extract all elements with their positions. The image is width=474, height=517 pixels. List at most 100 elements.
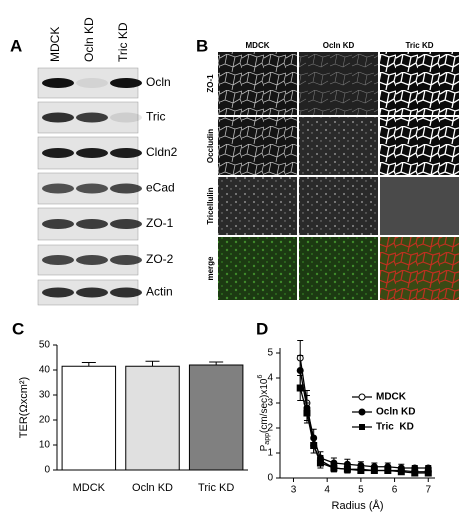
y-axis-label-part: P xyxy=(259,444,270,451)
marker xyxy=(330,464,338,472)
blot-label: ZO-1 xyxy=(146,216,174,230)
error-bar xyxy=(81,362,96,367)
y-axis-label: TER(Ωxcm²) xyxy=(18,377,30,438)
x-tick-label: 7 xyxy=(425,485,431,496)
row-label: merge xyxy=(206,256,215,281)
blot-band xyxy=(76,78,108,88)
blot-band xyxy=(76,148,108,158)
marker xyxy=(343,465,351,473)
y-axis-label-part: 6 xyxy=(257,375,264,379)
marker xyxy=(384,467,392,474)
blot-band xyxy=(76,219,108,229)
blot-band xyxy=(42,148,74,158)
micrograph xyxy=(299,52,378,115)
panel-label: C xyxy=(12,319,24,338)
blot-label: eCad xyxy=(146,181,175,195)
legend-label: Ocln KD xyxy=(376,407,415,418)
blot-label: Cldn2 xyxy=(146,145,178,159)
y-axis-label: Papp(cm/sec)x106 xyxy=(257,375,271,452)
marker xyxy=(370,467,378,474)
micrograph xyxy=(380,237,459,300)
blot-band xyxy=(76,255,108,265)
blot-band xyxy=(42,112,74,123)
blot-label: Actin xyxy=(146,285,173,299)
legend-marker xyxy=(358,393,366,401)
blot-band xyxy=(110,287,142,298)
blot-band xyxy=(76,287,108,298)
marker xyxy=(397,468,405,476)
marker xyxy=(310,442,318,449)
y-tick-label: 2 xyxy=(267,423,273,434)
legend-label: MDCK xyxy=(376,392,407,403)
lane-label: Tric KD xyxy=(116,22,130,62)
marker xyxy=(296,367,304,374)
blot-band xyxy=(76,112,108,123)
blot-band xyxy=(110,148,142,158)
blot-band xyxy=(42,183,74,194)
lane-label: MDCK xyxy=(48,27,62,62)
micrograph xyxy=(299,117,378,175)
micrograph xyxy=(218,237,297,300)
panel-label: A xyxy=(10,36,22,55)
micrograph xyxy=(380,52,459,115)
y-tick-label: 5 xyxy=(267,348,273,359)
legend-marker xyxy=(358,408,366,416)
blot-band xyxy=(42,255,74,265)
x-tick-label: 5 xyxy=(358,485,364,496)
blot-band xyxy=(110,183,142,194)
blot-band xyxy=(76,183,108,194)
column-label: Ocln KD xyxy=(323,41,355,50)
lane-label: Ocln KD xyxy=(82,17,96,62)
marker xyxy=(411,469,419,477)
legend-label: Tric KD xyxy=(376,422,414,433)
y-tick-label: 3 xyxy=(267,398,273,409)
error-bar xyxy=(209,361,224,365)
panel-label: B xyxy=(196,36,208,55)
micrograph xyxy=(299,237,378,300)
y-tick-label: 1 xyxy=(267,448,273,459)
bar xyxy=(188,364,244,471)
y-tick-label: 0 xyxy=(44,465,50,476)
x-tick-label: MDCK xyxy=(73,482,106,494)
blot-band xyxy=(110,219,142,229)
blot-band xyxy=(42,219,74,229)
panel-label: D xyxy=(256,319,268,338)
marker xyxy=(357,467,365,474)
marker xyxy=(424,469,432,477)
column-label: Tric KD xyxy=(405,41,433,50)
marker xyxy=(296,384,304,392)
column-label: MDCK xyxy=(246,41,270,50)
row-label: ZO-1 xyxy=(206,74,215,93)
blot-label: Tric xyxy=(146,110,166,124)
x-axis-label: Radius (Å) xyxy=(332,499,384,512)
y-axis-label-part: (cm/sec)x10 xyxy=(259,378,270,433)
blot-band xyxy=(110,255,142,265)
blot-label: ZO-2 xyxy=(146,252,174,266)
bar xyxy=(125,365,180,471)
y-tick-label: 40 xyxy=(39,365,51,376)
micrograph xyxy=(299,177,378,235)
blot-band xyxy=(42,287,74,298)
error-bar xyxy=(145,360,160,367)
blot-band xyxy=(42,78,74,88)
x-tick-label: 4 xyxy=(324,485,330,496)
blot-label: Ocln xyxy=(146,75,171,89)
micrograph xyxy=(380,177,459,235)
legend-marker xyxy=(359,424,365,430)
y-tick-label: 50 xyxy=(39,340,51,351)
row-label: Occludin xyxy=(206,129,215,163)
series-line xyxy=(299,370,429,469)
row-label: Tricellulin xyxy=(206,187,215,224)
x-tick-label: Tric KD xyxy=(198,482,234,494)
x-tick-label: 3 xyxy=(291,485,297,496)
y-axis-label-part: app xyxy=(264,433,271,445)
y-tick-label: 30 xyxy=(39,390,51,401)
y-tick-label: 0 xyxy=(267,473,273,484)
marker xyxy=(316,459,324,467)
y-tick-label: 20 xyxy=(39,415,51,426)
y-tick-label: 10 xyxy=(39,440,51,451)
y-tick-label: 4 xyxy=(267,373,273,384)
bar xyxy=(61,365,117,471)
micrograph xyxy=(218,117,297,175)
